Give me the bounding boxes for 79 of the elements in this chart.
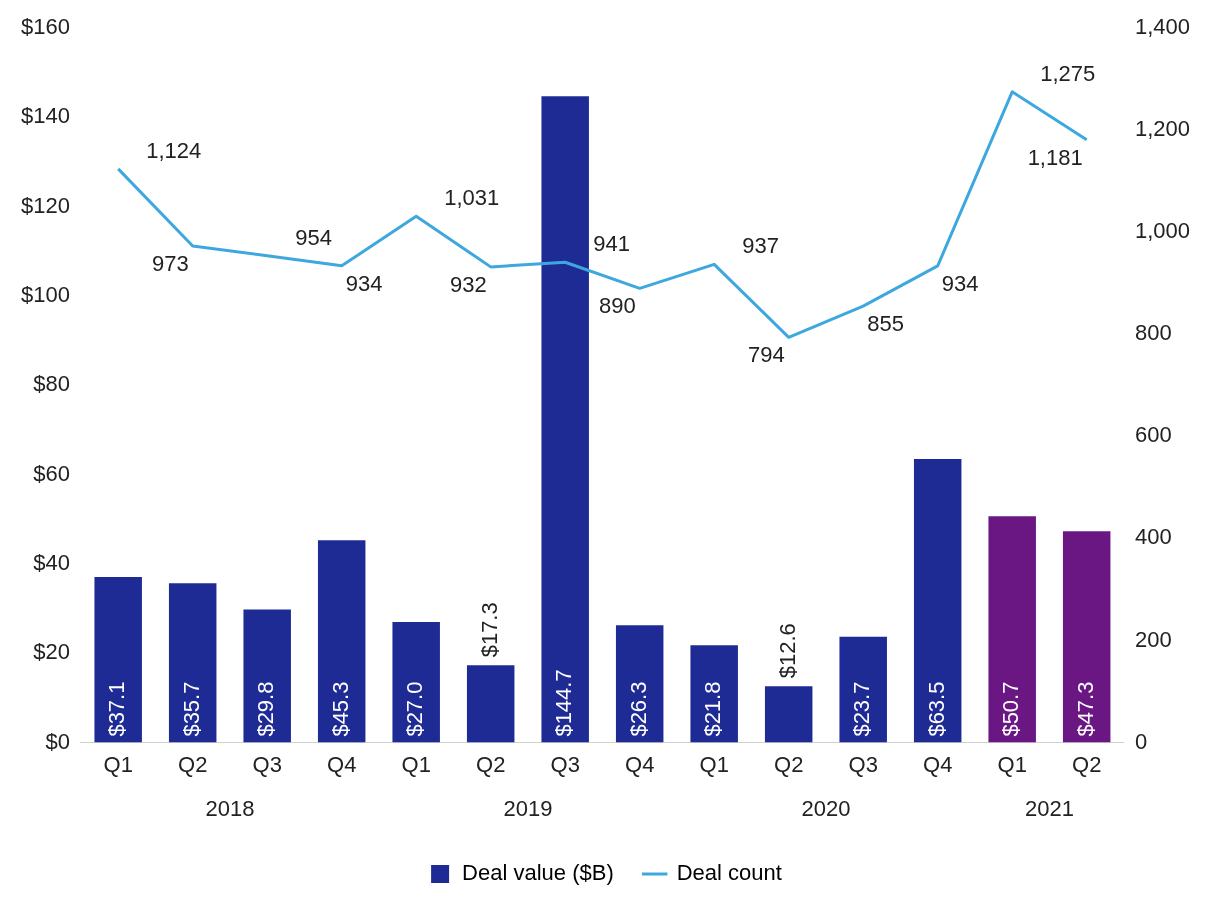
data-label: 1,181 (1027, 144, 1083, 170)
x-tick-label: Q1 (699, 751, 729, 777)
bar (243, 609, 291, 743)
y-tick-label: $120 (20, 192, 70, 218)
y2-tick-label: 1,200 (1134, 116, 1191, 142)
bar (764, 686, 813, 743)
data-label: 855 (867, 311, 904, 337)
data-label: $17.3 (476, 602, 502, 658)
data-label: $35.7 (178, 681, 204, 737)
data-label: 973 (151, 251, 189, 277)
data-label: 794 (747, 342, 785, 368)
bar (615, 625, 664, 743)
x-tick-label: Q1 (401, 751, 431, 777)
y2-tick-label: 1,000 (1134, 218, 1191, 244)
data-label: $21.8 (700, 681, 726, 737)
data-label: 890 (598, 293, 636, 319)
data-label: 937 (742, 233, 779, 259)
bar (94, 576, 142, 743)
bar (1062, 531, 1111, 743)
data-label: $45.3 (327, 681, 353, 737)
y2-tick-label: 800 (1134, 320, 1172, 346)
y-tick-label: $20 (33, 639, 70, 665)
text: 2020 (801, 796, 851, 822)
y-tick-label: $0 (45, 728, 70, 754)
y-tick-label: $40 (33, 550, 70, 576)
x-tick-label: Q1 (103, 751, 133, 777)
y2-tick-label: 1,400 (1134, 14, 1191, 40)
text: 2018 (205, 796, 255, 822)
y2-tick-label: 400 (1134, 524, 1172, 550)
data-label: 941 (593, 231, 630, 257)
data-label: $27.0 (402, 681, 428, 737)
data-label: $47.3 (1072, 681, 1098, 737)
y-tick-label: $140 (20, 103, 70, 129)
data-label: 932 (449, 271, 487, 297)
data-label: $12.6 (774, 623, 800, 679)
bar (541, 96, 589, 743)
bar (988, 516, 1036, 743)
y-tick-label: $80 (33, 371, 70, 397)
y2-tick-label: 600 (1134, 422, 1172, 448)
text: 2021 (1024, 796, 1074, 822)
y-tick-label: $60 (33, 460, 70, 486)
x-tick-label: Q2 (1072, 751, 1102, 777)
x-tick-label: Q4 (625, 751, 655, 777)
data-label: $63.5 (923, 681, 949, 737)
x-tick-label: Q4 (923, 751, 953, 777)
bar (690, 645, 738, 743)
y2-tick-label: 0 (1134, 728, 1148, 754)
data-label: $37.1 (104, 681, 130, 737)
data-label: $23.7 (849, 681, 875, 737)
x-tick-label: Q4 (327, 751, 357, 777)
data-label: 1,124 (146, 137, 202, 163)
data-label: 1,031 (444, 185, 500, 211)
legend-label: Deal count (676, 860, 782, 886)
x-tick-label: Q3 (550, 751, 580, 777)
data-label: 934 (941, 270, 979, 296)
x-tick-label: Q3 (848, 751, 878, 777)
x-tick-label: Q2 (178, 751, 208, 777)
data-label: 1,275 (1040, 60, 1096, 86)
data-label: 934 (345, 270, 383, 296)
y2-tick-label: 200 (1134, 626, 1172, 652)
bar (317, 540, 366, 743)
bar (839, 636, 887, 743)
data-label: $26.3 (625, 681, 651, 737)
x-tick-label: Q2 (476, 751, 506, 777)
y-tick-label: $160 (20, 14, 70, 40)
bar (168, 583, 217, 743)
legend-label: Deal value ($B) (462, 860, 614, 886)
bar (466, 665, 515, 743)
data-label: $50.7 (998, 681, 1024, 737)
text: 2019 (503, 796, 553, 822)
data-label: $29.8 (253, 681, 279, 737)
x-tick-label: Q1 (997, 751, 1027, 777)
data-label: 954 (295, 224, 332, 250)
x-tick-label: Q2 (774, 751, 804, 777)
bar (913, 458, 962, 743)
y-tick-label: $100 (20, 282, 70, 308)
x-tick-label: Q3 (252, 751, 282, 777)
data-label: $144.7 (551, 669, 577, 737)
bar (392, 622, 440, 743)
